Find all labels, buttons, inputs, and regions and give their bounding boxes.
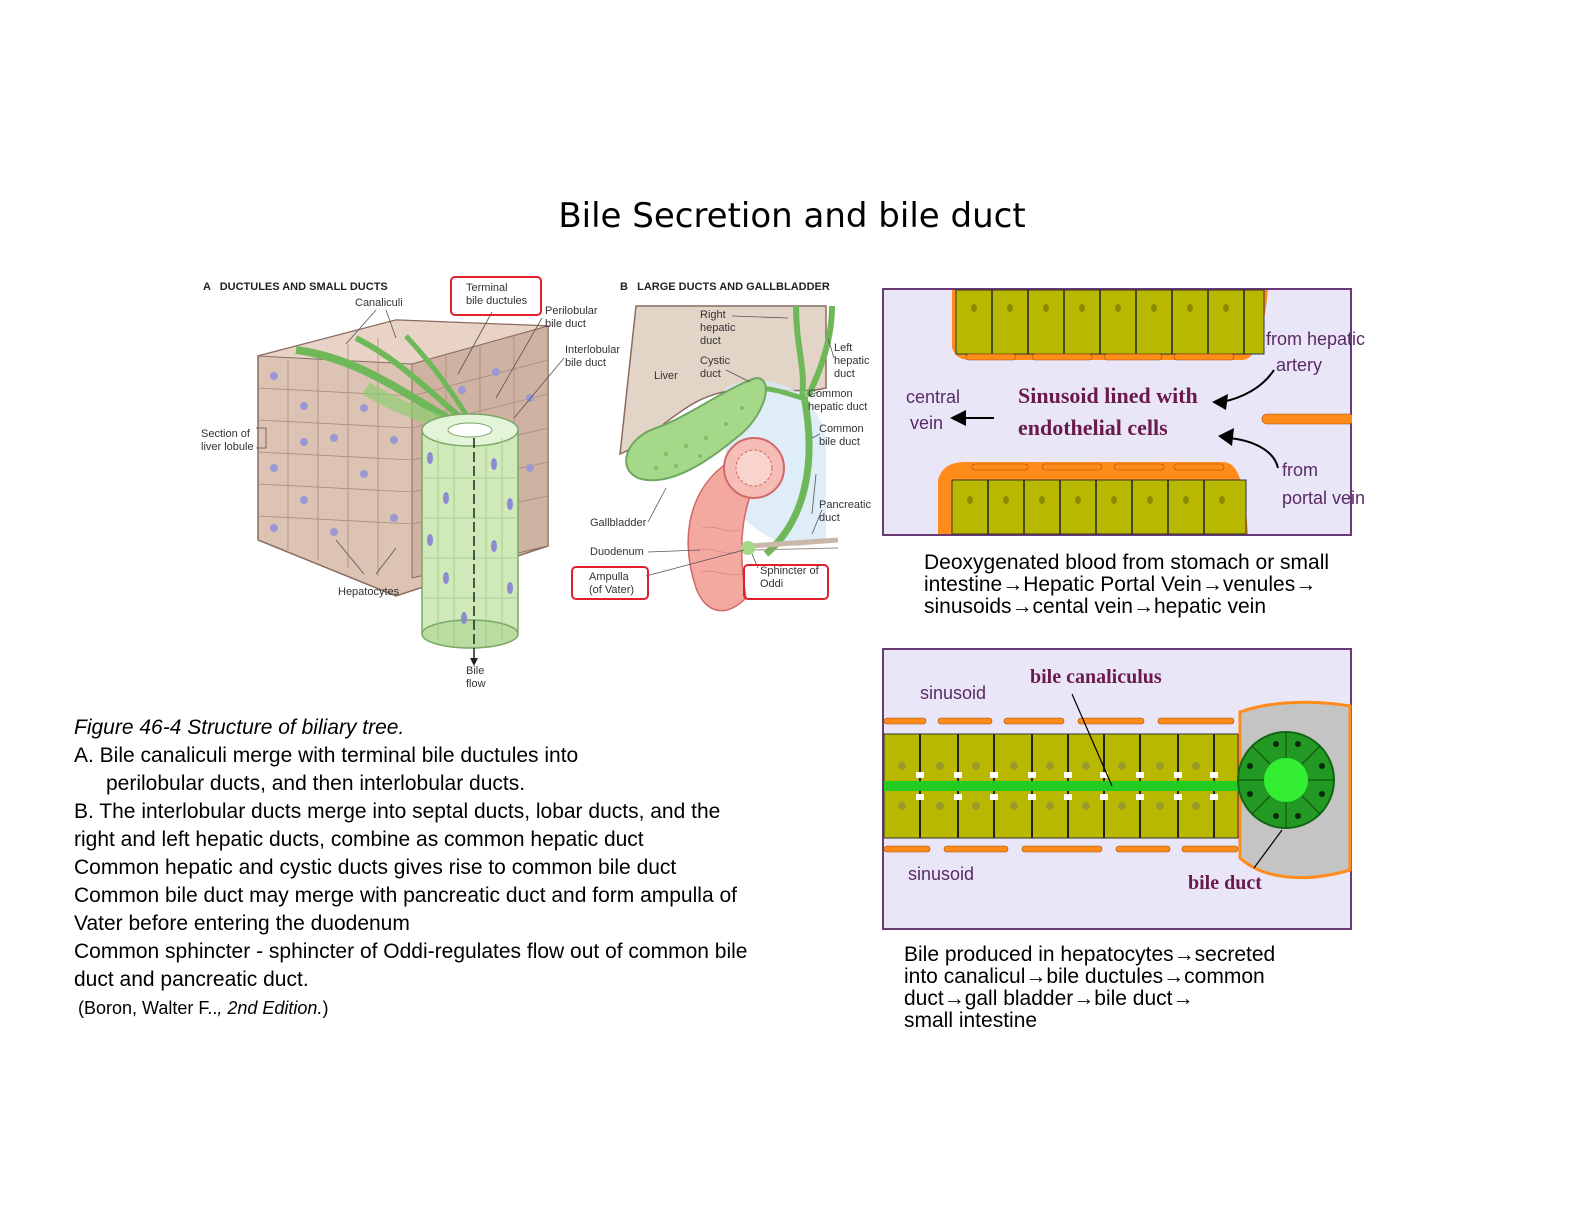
label-gallbladder: Gallbladder — [590, 517, 647, 529]
label-liver: Liver — [654, 370, 678, 382]
sinusoid-title-line1: Sinusoid lined with — [1018, 383, 1198, 408]
sinusoid-title-line2: endothelial cells — [1018, 415, 1168, 440]
caption-figure-title: Figure 46-4 Structure of biliary tree. — [74, 716, 405, 739]
caption-reference: (Boron, Walter F.., 2nd Edition.) — [74, 994, 854, 1022]
label-bile-flow: Bile flow — [466, 665, 486, 690]
canaliculus-diagram — [882, 648, 1352, 930]
highlight-sphincter-box — [743, 564, 829, 600]
caption-line: Common hepatic and cystic ducts gives ri… — [74, 856, 677, 879]
bile-pathway-line: Bile produced in hepatocytes→secreted — [904, 943, 1276, 966]
caption-line: Vater before entering the duodenum — [74, 912, 410, 935]
highlight-ampulla-box — [571, 566, 649, 600]
blood-flow-line: sinusoids→cental vein→hepatic vein — [924, 595, 1267, 618]
figure-b-panel-title: B LARGE DUCTS AND GALLBLADDER — [620, 281, 830, 293]
ductules-illustration — [256, 309, 565, 666]
caption-line: right and left hepatic ducts, combine as… — [74, 828, 644, 851]
bile-pathway-line: into canalicul→bile ductules→common — [904, 965, 1265, 988]
reference-suffix: ) — [322, 998, 329, 1018]
page-title: Bile Secretion and bile duct — [558, 196, 1026, 236]
figure-ductules — [196, 278, 576, 698]
label-section-of-liver-lobule: Section of liver lobule — [201, 428, 254, 453]
sinusoid-diagram — [882, 288, 1355, 536]
label-sphincter-of-oddi: Sphincter of Oddi — [760, 565, 819, 590]
label-right-hepatic-duct: Right hepatic duct — [700, 309, 736, 347]
label-perilobular-bile-duct: Perilobular bile duct — [545, 305, 598, 330]
reference-prefix: (Boron, Walter F.. — [78, 998, 218, 1018]
portal-vein-line1: from — [1282, 460, 1318, 480]
portal-vein-label: from portal vein — [1282, 456, 1365, 512]
sinusoid-illustration — [882, 288, 1355, 536]
central-vein-line1: central — [906, 387, 961, 407]
portal-vein-line2: portal vein — [1282, 488, 1366, 508]
blood-flow-text: Deoxygenated blood from stomach or small… — [924, 552, 1329, 618]
caption-line: A. Bile canaliculi merge with terminal b… — [74, 744, 579, 767]
label-sinusoid-bottom: sinusoid — [908, 864, 975, 884]
blood-flow-line: intestine→Hepatic Portal Vein→venules→ — [924, 573, 1317, 596]
label-cystic-duct: Cystic duct — [700, 355, 730, 380]
label-terminal-bile-ductules: Terminal bile ductules — [466, 282, 528, 307]
bile-pathway-line: small intestine — [904, 1009, 1038, 1032]
label-interlobular-bile-duct: Interlobular bile duct — [565, 344, 621, 369]
label-ampulla-of-vater: Ampulla (of Vater) — [589, 571, 635, 596]
gallbladder-illustration — [619, 305, 839, 612]
label-common-bile-duct: Common bile duct — [819, 423, 864, 448]
hepatic-artery-line2: artery — [1276, 355, 1323, 375]
caption-line: perilobular ducts, and then interlobular… — [106, 772, 526, 795]
central-vein-line2: vein — [910, 413, 944, 433]
label-bile-duct: bile duct — [1188, 872, 1262, 894]
label-hepatocytes: Hepatocytes — [338, 586, 400, 598]
sinusoid-title: Sinusoid lined with endothelial cells — [1018, 380, 1198, 444]
reference-edition: , 2nd Edition. — [217, 998, 323, 1018]
label-left-hepatic-duct: Left hepatic duct — [834, 342, 870, 380]
caption-line: Common bile duct may merge with pancreat… — [74, 884, 737, 907]
label-pancreatic-duct: Pancreatic duct — [819, 499, 871, 524]
bile-pathway-text: Bile produced in hepatocytes→secreted in… — [904, 944, 1275, 1032]
highlight-terminal-box — [450, 276, 542, 316]
label-common-hepatic-duct: Common hepatic duct — [808, 388, 868, 413]
caption-line: Common sphincter - sphincter of Oddi-reg… — [74, 940, 748, 963]
bile-pathway-line: duct→gall bladder→bile duct→ — [904, 987, 1194, 1010]
label-sinusoid-top: sinusoid — [920, 683, 987, 703]
caption-line: duct and pancreatic duct. — [74, 968, 309, 991]
blood-flow-line: Deoxygenated blood from stomach or small — [924, 551, 1330, 574]
label-canaliculi: Canaliculi — [355, 297, 403, 309]
caption-line: B. The interlobular ducts merge into sep… — [74, 800, 721, 823]
hepatic-artery-line1: from hepatic — [1266, 329, 1366, 349]
figure-a-panel-title: A DUCTULES AND SMALL DUCTS — [203, 281, 388, 293]
figure-caption: Figure 46-4 Structure of biliary tree. A… — [74, 714, 854, 1022]
hepatic-artery-label: from hepatic artery — [1266, 326, 1365, 378]
central-vein-label: central vein — [906, 384, 960, 436]
figure-large-ducts — [576, 278, 876, 638]
label-bile-canaliculus: bile canaliculus — [1030, 666, 1162, 688]
canaliculus-illustration — [882, 648, 1352, 930]
label-duodenum: Duodenum — [590, 546, 644, 558]
